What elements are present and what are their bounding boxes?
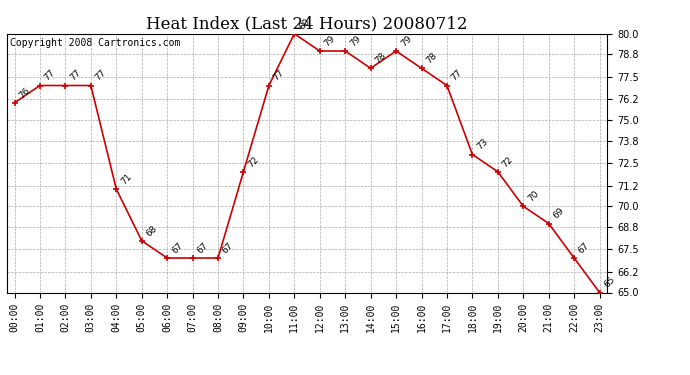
Text: 72: 72 <box>501 154 515 169</box>
Text: 67: 67 <box>577 241 591 255</box>
Text: 68: 68 <box>144 224 159 238</box>
Text: 73: 73 <box>475 137 490 152</box>
Text: 72: 72 <box>246 154 261 169</box>
Text: 77: 77 <box>450 68 464 83</box>
Text: 78: 78 <box>373 51 388 66</box>
Text: 78: 78 <box>424 51 439 66</box>
Text: 76: 76 <box>17 86 32 100</box>
Text: 79: 79 <box>399 34 413 48</box>
Text: 77: 77 <box>272 68 286 83</box>
Text: 67: 67 <box>170 241 184 255</box>
Title: Heat Index (Last 24 Hours) 20080712: Heat Index (Last 24 Hours) 20080712 <box>146 15 468 32</box>
Text: 69: 69 <box>551 206 566 221</box>
Text: 67: 67 <box>195 241 210 255</box>
Text: Copyright 2008 Cartronics.com: Copyright 2008 Cartronics.com <box>10 38 180 48</box>
Text: 77: 77 <box>68 68 83 83</box>
Text: 79: 79 <box>322 34 337 48</box>
Text: 77: 77 <box>43 68 57 83</box>
Text: 79: 79 <box>348 34 362 48</box>
Text: 80: 80 <box>297 16 312 31</box>
Text: 77: 77 <box>94 68 108 83</box>
Text: 65: 65 <box>602 275 617 290</box>
Text: 71: 71 <box>119 172 134 186</box>
Text: 70: 70 <box>526 189 540 204</box>
Text: 67: 67 <box>221 241 235 255</box>
